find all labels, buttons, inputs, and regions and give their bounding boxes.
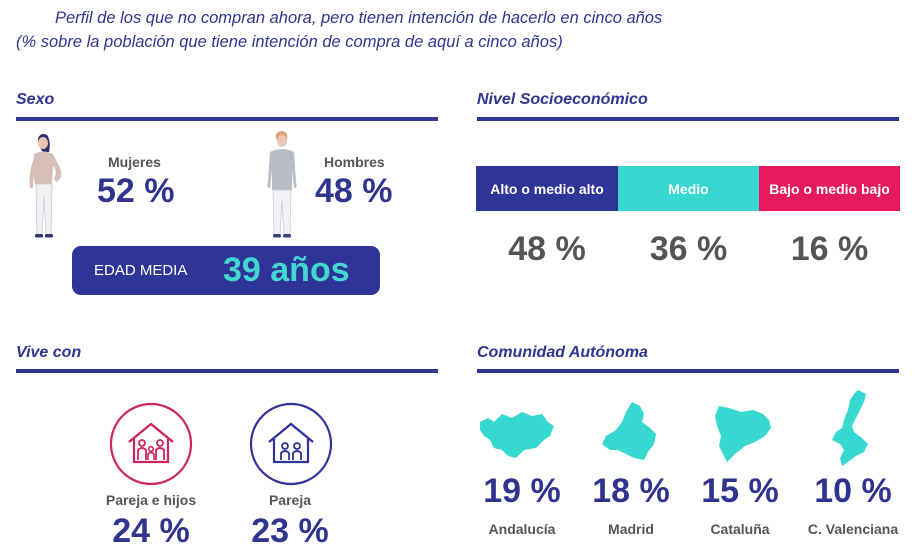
pareja-label: Pareja bbox=[268, 492, 312, 508]
section-rule-comunidad bbox=[477, 369, 899, 373]
valenciana-label: C. Valenciana bbox=[807, 521, 899, 537]
segment-alto-value: 48 % bbox=[508, 230, 586, 268]
pareja-value: 23 % bbox=[251, 512, 329, 550]
woman-icon bbox=[29, 133, 62, 238]
section-title-vive: Vive con bbox=[16, 344, 82, 361]
hombres-value: 48 % bbox=[315, 172, 393, 210]
madrid-label: Madrid bbox=[608, 521, 654, 537]
man-icon bbox=[267, 131, 297, 238]
segment-medio-value: 36 % bbox=[649, 230, 728, 268]
valenciana-value: 10 % bbox=[814, 472, 892, 510]
andalucia-label: Andalucía bbox=[488, 521, 556, 537]
page-title: Perfil de los que no compran ahora, pero… bbox=[55, 9, 663, 27]
valenciana-map-icon bbox=[832, 390, 868, 466]
madrid-value: 18 % bbox=[592, 472, 670, 510]
mujeres-value: 52 % bbox=[97, 172, 175, 210]
section-title-nivel: Nivel Socioeconómico bbox=[477, 91, 648, 108]
page-subtitle: (% sobre la población que tiene intenció… bbox=[16, 33, 563, 51]
mujeres-label: Mujeres bbox=[108, 154, 161, 170]
segment-bajo-value: 16 % bbox=[790, 230, 869, 268]
cataluna-map-icon bbox=[715, 406, 771, 462]
andalucia-map-icon bbox=[480, 412, 554, 458]
section-rule-sexo bbox=[16, 117, 438, 121]
andalucia-value: 19 % bbox=[483, 472, 561, 510]
cataluna-value: 15 % bbox=[701, 472, 779, 510]
edad-media-label: EDAD MEDIA bbox=[94, 262, 188, 279]
edad-media-badge: EDAD MEDIA 39 años bbox=[72, 246, 380, 295]
couple-house-icon bbox=[249, 402, 333, 486]
segment-alto: Alto o medio alto bbox=[476, 166, 618, 211]
section-rule-vive bbox=[16, 369, 438, 373]
hombres-label: Hombres bbox=[324, 154, 385, 170]
section-rule-nivel bbox=[477, 117, 899, 121]
edad-media-value: 39 años bbox=[223, 251, 350, 289]
cataluna-label: Cataluña bbox=[710, 521, 770, 537]
madrid-map-icon bbox=[602, 402, 656, 460]
segment-medio: Medio bbox=[618, 166, 759, 211]
section-title-sexo: Sexo bbox=[16, 91, 55, 108]
pareja-hijos-value: 24 % bbox=[112, 512, 190, 550]
section-title-comunidad: Comunidad Autónoma bbox=[477, 344, 648, 361]
segment-bajo: Bajo o medio bajo bbox=[759, 166, 900, 211]
family-house-icon bbox=[109, 402, 193, 486]
pareja-hijos-label: Pareja e hijos bbox=[105, 492, 197, 508]
